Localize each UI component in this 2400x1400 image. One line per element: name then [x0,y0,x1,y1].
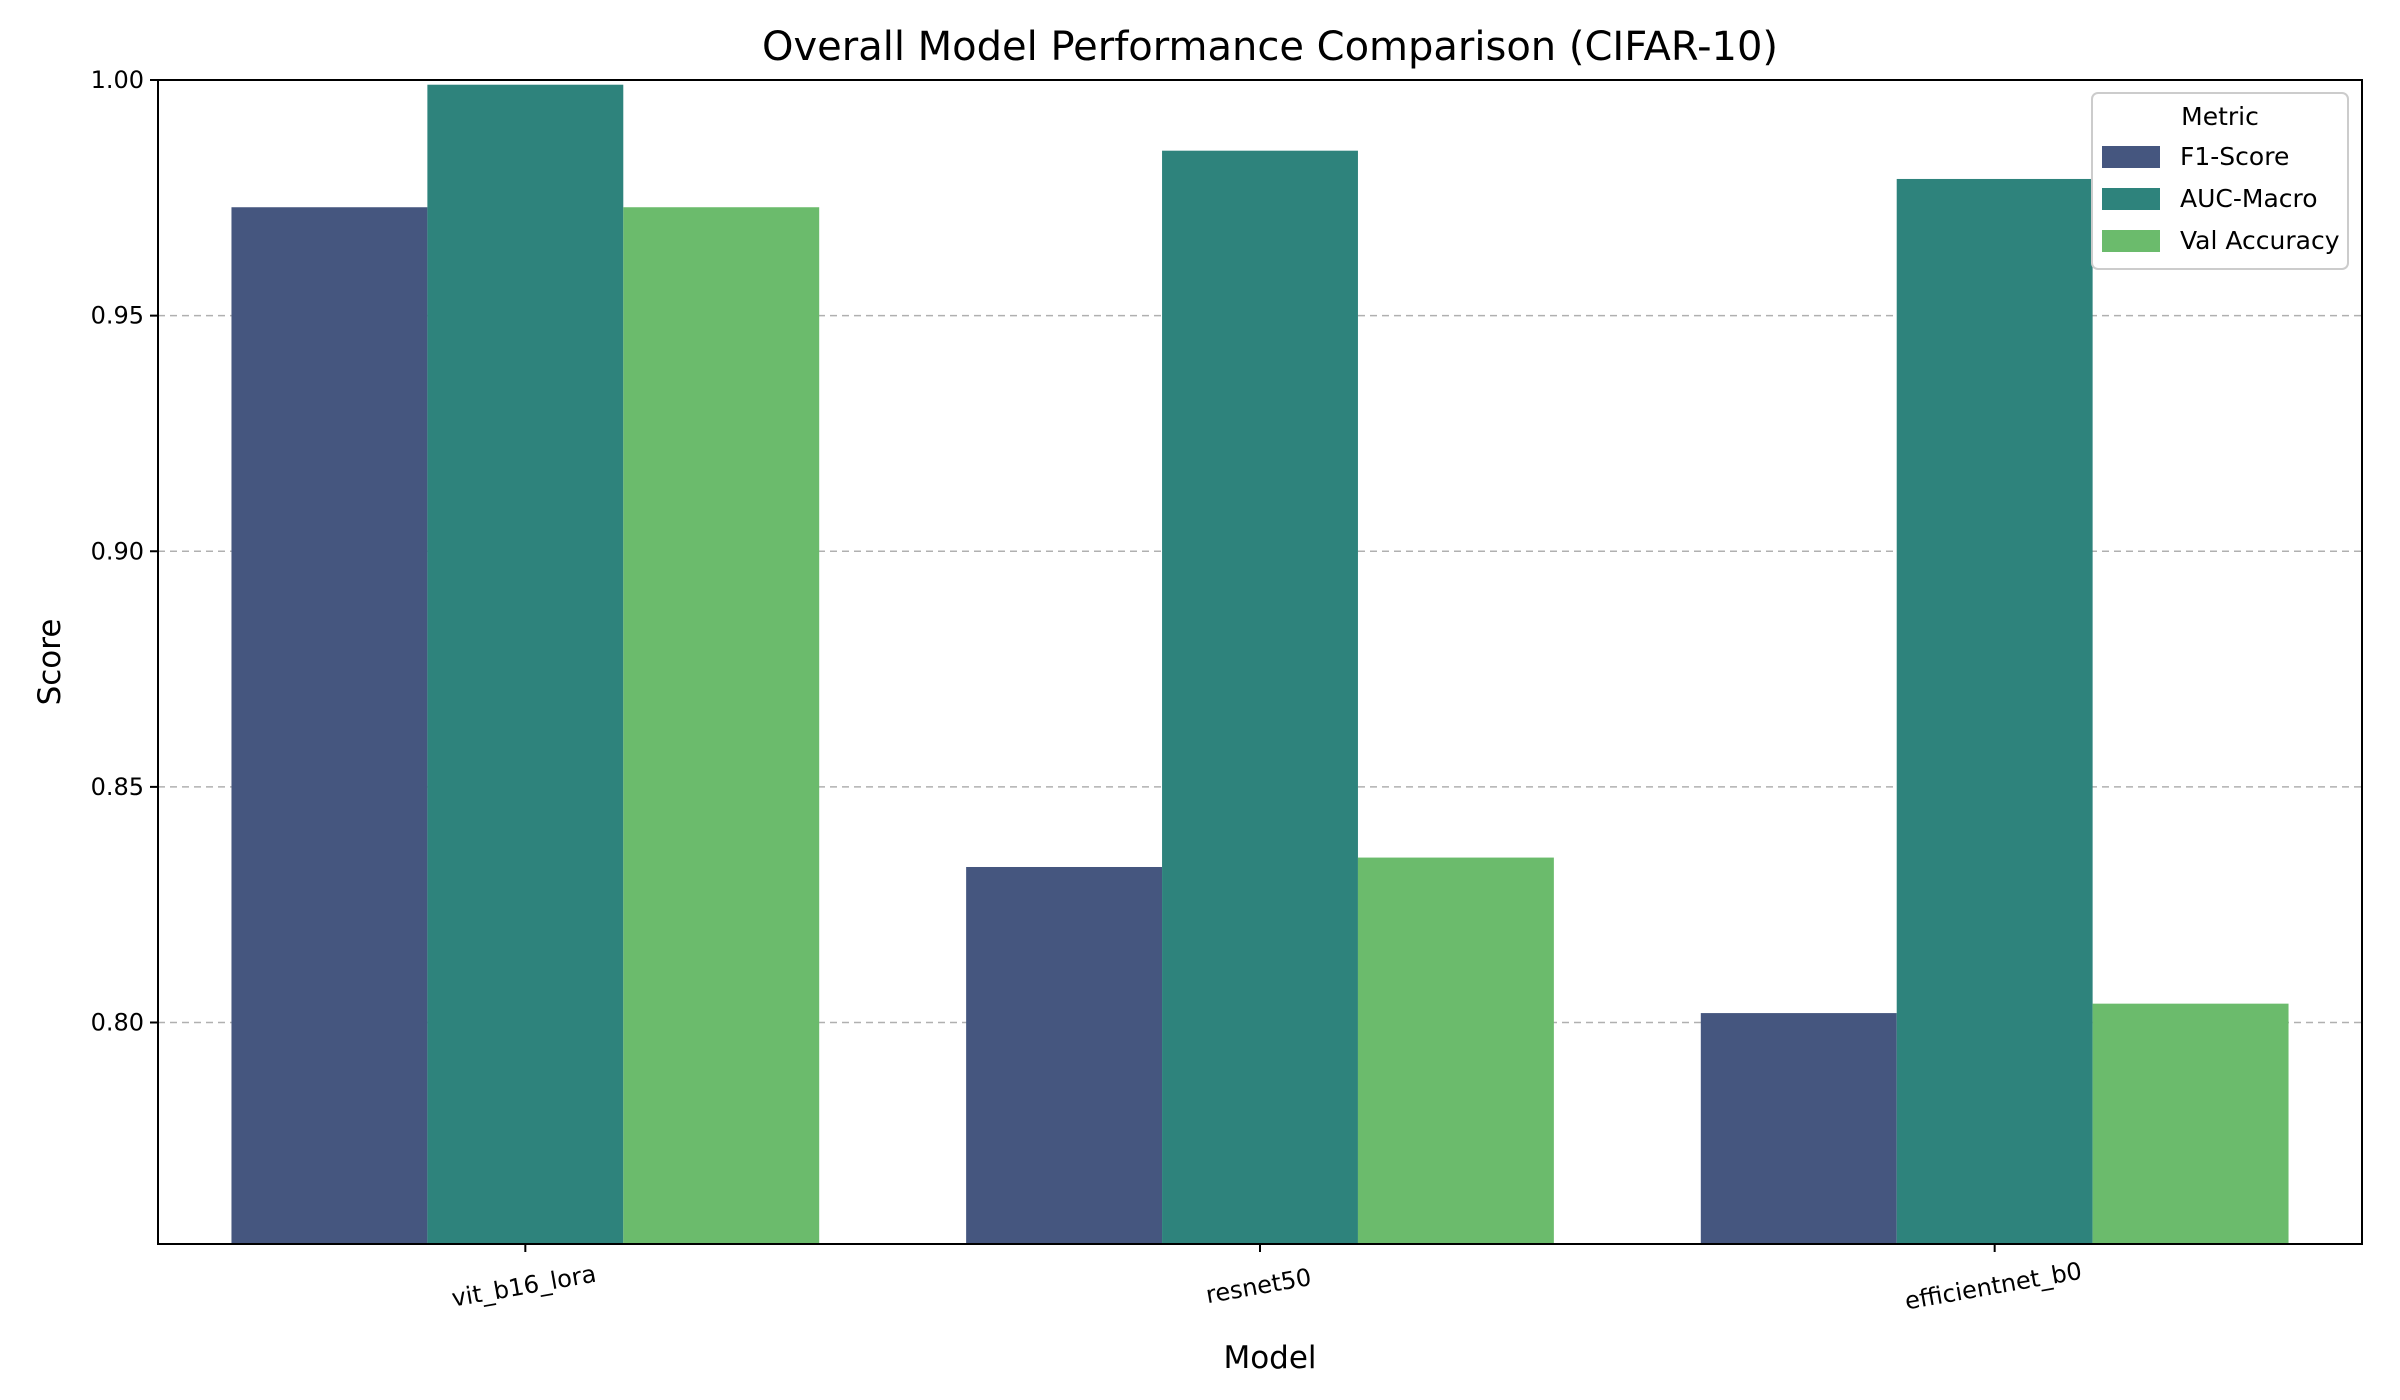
y-tick-label: 0.80 [91,1009,144,1037]
bar-resnet50-f1-score [966,866,1163,1244]
bar-vit_b16_lora-val-accuracy [623,207,820,1244]
bar-resnet50-val-accuracy [1357,857,1554,1244]
y-tick-label: 0.95 [91,302,144,330]
legend-swatch [2102,188,2160,210]
y-tick-label: 1.00 [91,66,144,94]
legend-label: Val Accuracy [2180,226,2340,255]
legend-title: Metric [2181,102,2259,131]
x-tick-label: resnet50 [1204,1263,1314,1309]
bar-resnet50-auc-macro [1162,150,1358,1245]
bar-efficientnet_b0-auc-macro [1896,178,2093,1244]
y-tick-label: 0.85 [91,773,144,801]
bar-efficientnet_b0-val-accuracy [2092,1003,2289,1244]
legend-swatch [2102,146,2160,168]
legend-label: AUC-Macro [2180,184,2318,213]
chart-title: Overall Model Performance Comparison (CI… [762,24,1778,70]
x-tick-label: vit_b16_lora [450,1260,599,1313]
y-axis-ticks: 0.80 0.85 0.90 0.95 1.00 [91,66,158,1037]
bars [231,84,2289,1245]
x-axis-ticks: vit_b16_lora resnet50 efficientnet_b0 [450,1244,2084,1315]
legend-frame [2091,92,2349,270]
bar-vit_b16_lora-f1-score [231,207,428,1244]
bar-efficientnet_b0-f1-score [1700,1013,1897,1244]
x-tick-label: efficientnet_b0 [1903,1257,2084,1316]
x-axis-label: Model [1223,1340,1316,1376]
bar-vit_b16_lora-auc-macro [427,84,624,1245]
legend: Metric F1-Score AUC-Macro Val Accuracy [2091,92,2349,270]
y-axis-label: Score [32,619,68,706]
legend-swatch [2102,230,2160,252]
legend-label: F1-Score [2180,142,2289,171]
y-tick-label: 0.90 [91,537,144,565]
